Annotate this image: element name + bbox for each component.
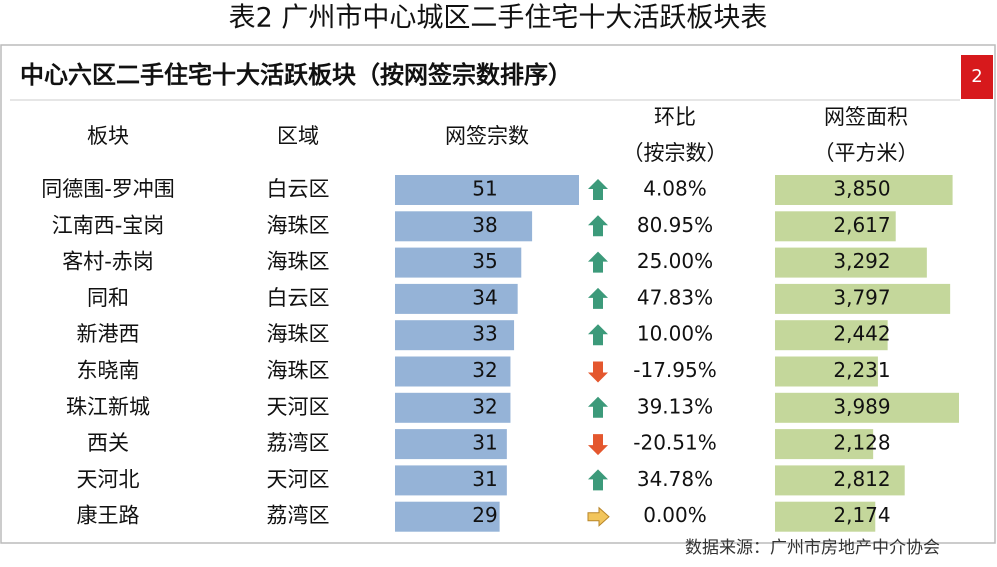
count-bar xyxy=(395,211,533,242)
count-value: 32 xyxy=(472,394,497,418)
change-arrow xyxy=(588,215,608,237)
area-value: 2,174 xyxy=(833,503,890,527)
change-value: 4.08% xyxy=(643,177,707,201)
count-bar xyxy=(395,465,507,496)
count-value: 33 xyxy=(472,322,497,346)
badge: 2 xyxy=(971,66,982,87)
district: 天河区 xyxy=(267,395,330,419)
change-arrow xyxy=(588,179,608,200)
area-value: 2,128 xyxy=(833,431,890,455)
block-name: 东晓南 xyxy=(77,359,140,383)
district: 天河区 xyxy=(267,467,330,491)
block-name: 江南西-宝岗 xyxy=(52,213,165,237)
count-bar xyxy=(395,501,500,532)
count-value: 38 xyxy=(472,213,497,237)
block-name: 客村-赤岗 xyxy=(62,250,154,274)
count-value: 35 xyxy=(472,249,497,273)
area-bar xyxy=(775,175,953,205)
column-header: 环比 xyxy=(654,105,696,129)
district: 海珠区 xyxy=(267,322,330,346)
change-value: -20.51% xyxy=(633,431,716,455)
area-bar xyxy=(775,320,888,351)
area-value: 3,797 xyxy=(833,285,890,309)
district: 白云区 xyxy=(267,286,330,310)
count-bar xyxy=(395,283,518,314)
block-name: 同德围-罗冲围 xyxy=(41,177,175,201)
count-bar xyxy=(395,320,515,351)
block-name: 新港西 xyxy=(77,322,140,346)
change-arrow xyxy=(588,361,608,383)
badge-box xyxy=(961,55,993,99)
count-bar xyxy=(395,429,507,460)
count-value: 29 xyxy=(472,503,497,527)
district: 荔湾区 xyxy=(267,504,330,528)
column-header: （按宗数） xyxy=(623,141,728,165)
district: 荔湾区 xyxy=(267,431,330,455)
change-arrow xyxy=(588,324,608,346)
block-name: 康王路 xyxy=(77,504,140,528)
area-bar xyxy=(775,501,876,532)
area-value: 3,292 xyxy=(833,249,890,273)
count-value: 31 xyxy=(472,431,497,455)
district: 白云区 xyxy=(267,177,330,201)
column-header: 区域 xyxy=(277,124,319,148)
change-value: 34.78% xyxy=(637,467,713,491)
column-header: 板块 xyxy=(87,124,129,148)
area-value: 2,812 xyxy=(833,467,890,491)
change-value: 10.00% xyxy=(637,322,713,346)
change-arrow xyxy=(588,287,608,309)
change-value: 0.00% xyxy=(643,503,707,527)
change-arrow xyxy=(588,251,608,273)
count-value: 32 xyxy=(472,358,497,382)
change-value: -17.95% xyxy=(633,358,716,382)
area-bar xyxy=(775,247,927,278)
area-bar xyxy=(775,283,951,314)
column-header: 网签面积 xyxy=(824,105,908,129)
count-bar xyxy=(395,356,511,387)
area-bar xyxy=(775,356,878,387)
block-name: 珠江新城 xyxy=(66,395,150,419)
change-arrow xyxy=(588,434,608,456)
area-bar xyxy=(775,392,959,423)
count-value: 34 xyxy=(472,285,497,309)
table-caption: 中心六区二手住宅十大活跃板块（按网签宗数排序） xyxy=(20,61,572,89)
area-value: 2,231 xyxy=(833,358,890,382)
block-name: 西关 xyxy=(87,431,129,455)
change-value: 39.13% xyxy=(637,394,713,418)
frame xyxy=(0,44,996,544)
column-header: 网签宗数 xyxy=(445,124,529,148)
count-bar xyxy=(395,247,522,278)
change-value: 47.83% xyxy=(637,285,713,309)
change-arrow xyxy=(587,506,610,527)
change-value: 80.95% xyxy=(637,213,713,237)
column-header: （平方米） xyxy=(814,141,919,165)
block-name: 同和 xyxy=(87,286,129,310)
count-value: 51 xyxy=(472,177,497,201)
change-value: 25.00% xyxy=(637,249,713,273)
area-value: 3,989 xyxy=(833,394,890,418)
area-value: 2,617 xyxy=(833,213,890,237)
count-bar xyxy=(395,175,579,205)
block-name: 天河北 xyxy=(77,467,140,491)
district: 海珠区 xyxy=(267,250,330,274)
area-bar xyxy=(775,429,874,460)
area-bar xyxy=(775,211,896,242)
district: 海珠区 xyxy=(267,213,330,237)
change-arrow xyxy=(588,396,608,418)
figure-title: 表2 广州市中心城区二手住宅十大活跃板块表 xyxy=(229,3,768,34)
area-value: 3,850 xyxy=(833,177,890,201)
source-note: 数据来源：广州市房地产中介协会 xyxy=(685,538,940,558)
count-value: 31 xyxy=(472,467,497,491)
change-arrow xyxy=(588,469,608,491)
area-value: 2,442 xyxy=(833,322,890,346)
area-bar xyxy=(775,465,905,496)
count-bar xyxy=(395,392,511,423)
district: 海珠区 xyxy=(267,359,330,383)
